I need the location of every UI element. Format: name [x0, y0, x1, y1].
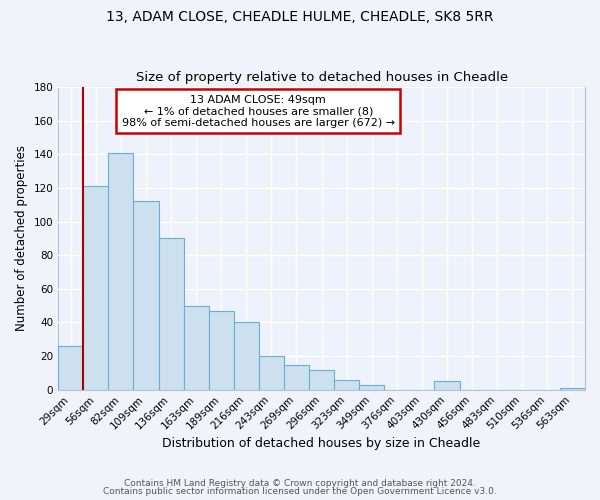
Bar	[184, 306, 209, 390]
Bar	[58, 346, 83, 390]
Bar	[359, 384, 385, 390]
Y-axis label: Number of detached properties: Number of detached properties	[15, 146, 28, 332]
Bar	[560, 388, 585, 390]
Title: Size of property relative to detached houses in Cheadle: Size of property relative to detached ho…	[136, 72, 508, 85]
Bar	[158, 238, 184, 390]
Bar	[109, 152, 133, 390]
Bar	[234, 322, 259, 390]
Bar	[259, 356, 284, 390]
Text: Contains HM Land Registry data © Crown copyright and database right 2024.: Contains HM Land Registry data © Crown c…	[124, 478, 476, 488]
Bar	[83, 186, 109, 390]
Text: 13 ADAM CLOSE: 49sqm
← 1% of detached houses are smaller (8)
98% of semi-detache: 13 ADAM CLOSE: 49sqm ← 1% of detached ho…	[122, 94, 395, 128]
Bar	[209, 310, 234, 390]
X-axis label: Distribution of detached houses by size in Cheadle: Distribution of detached houses by size …	[163, 437, 481, 450]
Bar	[309, 370, 334, 390]
Bar	[434, 382, 460, 390]
Bar	[284, 364, 309, 390]
Bar	[334, 380, 359, 390]
Text: Contains public sector information licensed under the Open Government Licence v3: Contains public sector information licen…	[103, 487, 497, 496]
Bar	[133, 202, 158, 390]
Text: 13, ADAM CLOSE, CHEADLE HULME, CHEADLE, SK8 5RR: 13, ADAM CLOSE, CHEADLE HULME, CHEADLE, …	[106, 10, 494, 24]
